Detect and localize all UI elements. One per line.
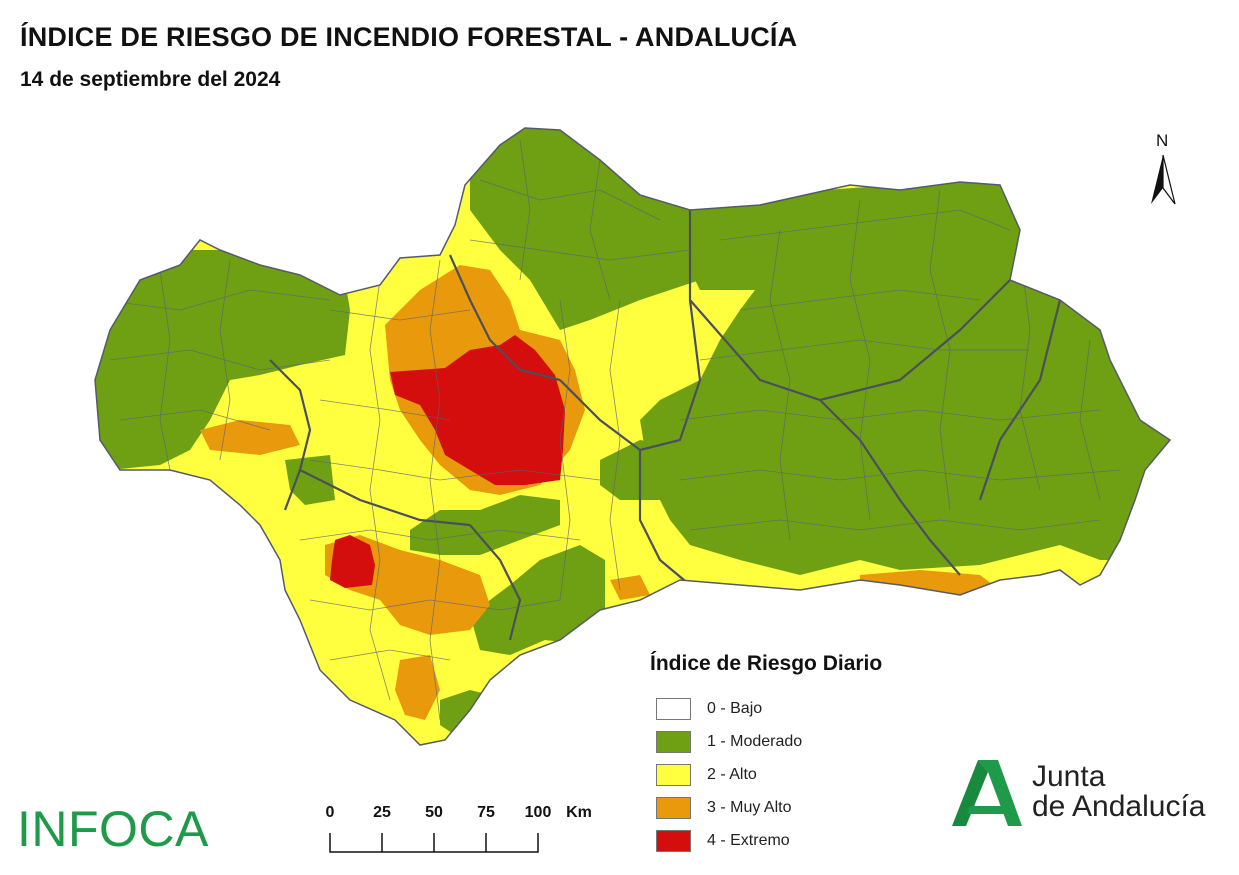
north-arrow-icon <box>1151 154 1176 205</box>
legend: Índice de Riesgo Diario 0 - Bajo 1 - Mod… <box>650 652 882 857</box>
zone-moderado-central <box>410 495 560 555</box>
legend-item-bajo: 0 - Bajo <box>650 692 882 725</box>
legend-label: 2 - Alto <box>707 765 757 783</box>
province-borders <box>269 210 1062 641</box>
zone-extremo-cordoba <box>390 335 565 485</box>
north-label: N <box>1156 131 1169 150</box>
scale-tick-100: 100 <box>524 804 552 821</box>
legend-label: 3 - Muy Alto <box>707 798 792 816</box>
junta-line-2: de Andalucía <box>1032 790 1206 823</box>
legend-title: Índice de Riesgo Diario <box>650 652 883 675</box>
scale-bar: 0 25 50 75 100 Km <box>322 800 612 860</box>
swatch-extremo <box>656 829 691 852</box>
scale-bar-graphic <box>329 833 539 853</box>
junta-logo-text: Junta de Andalucía <box>1032 762 1205 822</box>
legend-label: 0 - Bajo <box>707 699 763 717</box>
legend-label: 4 - Extremo <box>707 831 790 849</box>
junta-line-1: Junta <box>1032 760 1106 793</box>
zone-moderado-sw <box>285 455 335 505</box>
zone-extremo-west <box>330 535 375 588</box>
scale-unit: Km <box>566 804 592 821</box>
swatch-moderado <box>656 730 691 753</box>
legend-label: 1 - Moderado <box>707 732 803 750</box>
legend-item-alto: 2 - Alto <box>650 758 882 791</box>
swatch-muy-alto <box>656 796 691 819</box>
legend-item-moderado: 1 - Moderado <box>650 725 882 758</box>
swatch-alto <box>656 763 691 786</box>
map-title: ÍNDICE DE RIESGO DE INCENDIO FORESTAL - … <box>20 22 798 52</box>
scale-tick-25: 25 <box>373 804 391 821</box>
junta-andalucia-logo-icon <box>952 760 1022 826</box>
map-date: 14 de septiembre del 2024 <box>20 68 281 91</box>
scale-tick-0: 0 <box>325 804 335 821</box>
zone-muy-alto-coast-mid <box>610 575 650 600</box>
zone-muy-alto-south <box>395 655 440 720</box>
zone-moderado-west <box>95 250 350 470</box>
legend-item-muy-alto: 3 - Muy Alto <box>650 791 882 824</box>
infoca-logo: INFOCA <box>17 801 209 857</box>
scale-tick-75: 75 <box>477 804 495 821</box>
zone-moderado-south <box>470 545 605 655</box>
swatch-bajo <box>656 697 691 720</box>
risk-zones <box>95 128 1170 745</box>
municipal-borders <box>99 139 1121 721</box>
scale-tick-50: 50 <box>425 804 443 821</box>
legend-item-extremo: 4 - Extremo <box>650 824 882 857</box>
